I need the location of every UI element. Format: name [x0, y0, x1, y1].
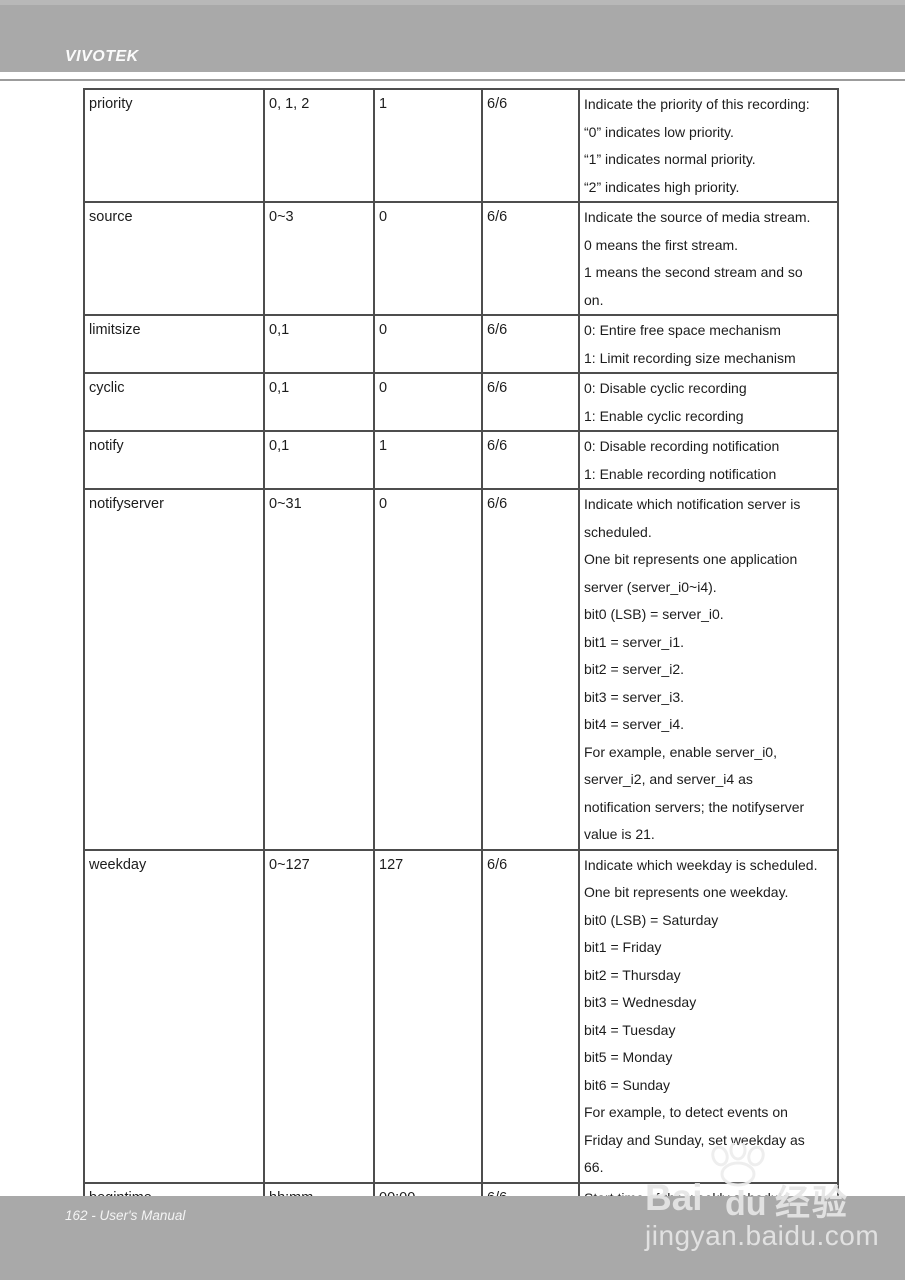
- param-name-cell: priority: [83, 88, 265, 203]
- param-value-cell: 0,1: [263, 372, 375, 432]
- param-name: weekday: [89, 856, 147, 873]
- param-value: 0,1: [269, 380, 290, 396]
- param-security-cell: 6/6: [481, 488, 580, 851]
- param-security-cell: 6/6: [481, 314, 580, 374]
- param-description-cell: 0: Entire free space mechanism 1: Limit …: [578, 314, 839, 374]
- param-default-cell: 0: [373, 201, 483, 316]
- param-security: 6/6: [487, 496, 508, 512]
- param-description-cell: Indicate the source of media stream. 0 m…: [578, 201, 839, 316]
- param-security: 6/6: [487, 438, 508, 454]
- page-header-banner: VIVOTEK: [0, 0, 905, 72]
- page-number: 162 - User's Manual: [65, 1208, 186, 1223]
- param-security-cell: 6/6: [481, 201, 580, 316]
- param-default: 1: [379, 96, 388, 112]
- table-row: source 0~3 0 6/6 Indicate the source of …: [83, 201, 839, 316]
- header-top-edge: [0, 0, 905, 5]
- param-name: notifyserver: [89, 496, 164, 512]
- param-description-cell: Indicate which notification server is sc…: [578, 488, 839, 851]
- page-footer-banner: [0, 1196, 905, 1280]
- param-value: 0~3: [269, 209, 294, 225]
- param-default-cell: 0: [373, 372, 483, 432]
- param-security-cell: 6/6: [481, 430, 580, 490]
- param-security: 6/6: [487, 209, 508, 225]
- param-security: 6/6: [487, 96, 508, 112]
- param-default-cell: 127: [373, 848, 483, 1184]
- param-name-cell: source: [83, 201, 265, 316]
- param-description: 0: Disable recording notification 1: Ena…: [584, 438, 780, 482]
- param-default: 1: [379, 438, 388, 454]
- parameter-table: priority 0, 1, 2 1 6/6 Indicate the prio…: [83, 88, 839, 1222]
- param-default: 0: [379, 380, 388, 396]
- param-name-cell: notifyserver: [83, 488, 265, 851]
- param-name: priority: [89, 96, 133, 112]
- param-default-cell: 0: [373, 314, 483, 374]
- param-value: 0,1: [269, 438, 290, 454]
- table-row: notify 0,1 1 6/6 0: Disable recording no…: [83, 430, 839, 490]
- param-description: Indicate the priority of this recording:…: [584, 96, 810, 195]
- table-row: cyclic 0,1 0 6/6 0: Disable cyclic recor…: [83, 372, 839, 432]
- param-name: notify: [89, 438, 124, 454]
- param-name-cell: limitsize: [83, 314, 265, 374]
- param-name-cell: notify: [83, 430, 265, 490]
- param-description: 0: Disable cyclic recording 1: Enable cy…: [584, 380, 747, 424]
- param-value-cell: 0,1: [263, 430, 375, 490]
- param-security: 6/6: [487, 856, 508, 873]
- param-name-cell: weekday: [83, 848, 265, 1184]
- param-name: cyclic: [89, 380, 125, 396]
- param-value: 0,1: [269, 322, 290, 338]
- param-description: Indicate the source of media stream. 0 m…: [584, 209, 811, 308]
- param-value-cell: 0,1: [263, 314, 375, 374]
- param-value-cell: 0~127: [263, 848, 375, 1184]
- param-value: 0~127: [269, 856, 310, 873]
- param-name: limitsize: [89, 322, 141, 338]
- param-security: 6/6: [487, 322, 508, 338]
- param-security-cell: 6/6: [481, 372, 580, 432]
- param-value-cell: 0~3: [263, 201, 375, 316]
- table-row: limitsize 0,1 0 6/6 0: Entire free space…: [83, 314, 839, 374]
- param-security: 6/6: [487, 380, 508, 396]
- param-default-cell: 1: [373, 88, 483, 203]
- param-value-cell: 0, 1, 2: [263, 88, 375, 203]
- param-description: Indicate which weekday is scheduled. One…: [584, 856, 818, 1176]
- param-default-cell: 1: [373, 430, 483, 490]
- table-row: weekday 0~127 127 6/6 Indicate which wee…: [83, 848, 839, 1184]
- param-security-cell: 6/6: [481, 848, 580, 1184]
- param-value: 0~31: [269, 496, 302, 512]
- param-default-cell: 0: [373, 488, 483, 851]
- param-description-cell: 0: Disable recording notification 1: Ena…: [578, 430, 839, 490]
- table-row: notifyserver 0~31 0 6/6 Indicate which n…: [83, 488, 839, 851]
- header-divider: [0, 79, 905, 81]
- param-name: source: [89, 209, 133, 225]
- param-security-cell: 6/6: [481, 88, 580, 203]
- table-row: priority 0, 1, 2 1 6/6 Indicate the prio…: [83, 88, 839, 203]
- param-default: 0: [379, 322, 388, 338]
- param-value-cell: 0~31: [263, 488, 375, 851]
- param-description-cell: 0: Disable cyclic recording 1: Enable cy…: [578, 372, 839, 432]
- param-default: 0: [379, 209, 388, 225]
- param-default: 0: [379, 496, 388, 512]
- param-name-cell: cyclic: [83, 372, 265, 432]
- param-description-cell: Indicate which weekday is scheduled. One…: [578, 848, 839, 1184]
- param-description-cell: Indicate the priority of this recording:…: [578, 88, 839, 203]
- vivotek-logo: VIVOTEK: [65, 48, 139, 65]
- param-default: 127: [379, 856, 404, 873]
- param-description: 0: Entire free space mechanism 1: Limit …: [584, 322, 796, 366]
- param-value: 0, 1, 2: [269, 96, 310, 112]
- param-description: Indicate which notification server is sc…: [584, 496, 805, 842]
